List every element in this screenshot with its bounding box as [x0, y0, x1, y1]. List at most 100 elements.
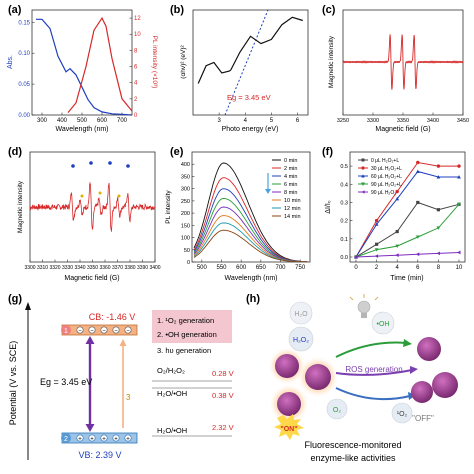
x-tick-label: 4 [244, 118, 248, 124]
pl-curve [67, 16, 133, 113]
y-tick-label: 350 [181, 174, 190, 180]
x-tick-label: 3310 [37, 265, 48, 271]
svg-text:90 μL H₂O₂+L: 90 μL H₂O₂+L [371, 182, 402, 188]
panel-d-xlabel: Magnetic field (G) [64, 275, 119, 282]
arrow-up-icon [85, 336, 95, 344]
data-point [374, 222, 379, 226]
bandgap-label: Eg = 3.45 eV [40, 377, 92, 387]
absorbance-curve [36, 18, 133, 116]
x-tick-label: 3400 [149, 265, 160, 271]
couple-h2o-oh-2: H₂O/•OH [157, 426, 187, 435]
f-series-line [355, 203, 460, 258]
y-tick-label: 8 [134, 48, 138, 54]
panel-e-frame [191, 151, 311, 263]
panel-f-letter: (f) [322, 146, 333, 158]
panel-a-yticks-right: 0 2 4 6 8 10 12 [129, 16, 141, 119]
tangent-line [224, 9, 269, 116]
x-tick-label: 300 [37, 118, 48, 124]
panel-f-xlabel: Time (min) [390, 275, 423, 282]
panel-g-letter: (g) [8, 293, 22, 305]
panel-b-xticks: 3 4 5 6 [217, 112, 300, 124]
arrow-head-icon [403, 339, 412, 347]
y-tick-label: 10 [134, 32, 141, 38]
axis-arrow-icon [25, 302, 31, 310]
step-1-label: 1 [64, 328, 68, 335]
pl-spectra [193, 162, 308, 263]
vb-label: VB: 2.39 V [78, 450, 121, 460]
h2o-bubble [289, 301, 313, 325]
y-tick-label: 50 [184, 248, 190, 254]
panel-d-ylabel: Magnetic intensity [17, 180, 24, 233]
svg-text:+: + [102, 436, 106, 442]
x-tick-label: 600 [236, 265, 247, 271]
x-tick-label: 3300 [367, 118, 379, 124]
x-tick-label: 650 [256, 265, 267, 271]
svg-text:+: + [114, 436, 118, 442]
x-tick-label: 3 [217, 118, 221, 124]
panel-e-legend: 0 min 2 min 4 min 6 min 8 min 10 min 12 min 14 … [272, 158, 301, 220]
legend-item: 0 μL H₂O₂+L [358, 158, 399, 164]
epr-spectrum-d [29, 181, 156, 232]
couple-o2-h2o2: O₂/H₂O₂ [157, 366, 185, 375]
f-series-line [355, 161, 459, 258]
arrow-green [335, 341, 407, 358]
y-tick-label: 6 [134, 65, 138, 71]
step-3-label: 3 [126, 393, 131, 402]
panel-a-letter: (a) [8, 4, 22, 16]
nanoparticle-off [411, 381, 433, 403]
x-tick-label: 700 [117, 118, 128, 124]
on-label: "ON" [280, 426, 297, 433]
data-point [457, 164, 461, 168]
y-tick-label: 400 [181, 162, 190, 168]
off-label: "OFF" [412, 414, 434, 423]
legend-item: 60 μL H₂O₂+L [358, 174, 402, 180]
panel-g: (g) Potential (V vs. SCE) − − − − − 1 CB… [8, 293, 234, 460]
f-series-line [355, 252, 460, 258]
legend-label: 4 min [284, 174, 297, 180]
panel-f-yticks: 0.0 0.1 0.2 0.3 0.4 0.5 [340, 164, 353, 261]
x-tick-label: 3390 [137, 265, 148, 271]
panel-f-legend: 0 μL H₂O₂+L 30 μL H₂O₂+L 60 μL H₂O₂+L 90… [358, 158, 402, 196]
data-point [436, 208, 440, 212]
data-point [374, 218, 379, 223]
x-tick-label: 3320 [49, 265, 60, 271]
legend-label: 0 min [284, 158, 297, 164]
x-tick-label: 6 [296, 118, 300, 124]
legend-label: 10 min [284, 198, 301, 204]
svg-text:90 μL H₂O₂: 90 μL H₂O₂ [371, 190, 396, 196]
svg-text:0 μL H₂O₂+L: 0 μL H₂O₂+L [371, 158, 399, 164]
x-tick-label: 3370 [112, 265, 123, 271]
epr-spectrum-c [342, 34, 464, 90]
on-burst-icon [274, 414, 304, 440]
vb-holes: + + + + + [76, 434, 132, 442]
svg-text:+: + [90, 436, 94, 442]
data-point [395, 189, 399, 194]
x-tick-label: 500 [197, 265, 208, 271]
pl-spectrum-line [193, 229, 308, 263]
y-tick-label: 4 [134, 81, 138, 87]
panel-c-xticks: 3250 3300 3350 3400 3450 [337, 112, 469, 124]
y-tick-label: 250 [181, 199, 190, 205]
oh-label: •OH [377, 321, 390, 328]
couple-h2o-oh: H₂O/•OH [157, 389, 187, 398]
legend-item: 90 μL H₂O₂+L [358, 182, 402, 188]
o2-bubble [326, 398, 348, 420]
y-tick-label: 100 [181, 236, 190, 242]
y-tick-label: 0.10 [18, 51, 30, 57]
panel-e-yticks: 0 50 100 150 200 250 300 350 400 [181, 162, 195, 266]
panel-e-xlabel: Wavelength (nm) [224, 275, 277, 282]
y-tick-label: 0.00 [18, 113, 30, 119]
h2o2-label: H₂O₂ [293, 337, 309, 344]
legend-label: 8 min [284, 190, 297, 196]
o2-label: O₂ [333, 407, 341, 414]
marker-yellow [80, 194, 84, 198]
panel-e-ylabel: PL intensity [165, 190, 172, 224]
panel-h-letter: (h) [246, 293, 260, 305]
svg-text:−: − [126, 328, 130, 334]
h2o-label: H₂O [294, 311, 308, 318]
x-tick-label: 3300 [24, 265, 35, 271]
svg-text:−: − [102, 328, 106, 334]
x-tick-label: 3450 [457, 118, 469, 124]
x-tick-label: 6 [416, 265, 420, 271]
